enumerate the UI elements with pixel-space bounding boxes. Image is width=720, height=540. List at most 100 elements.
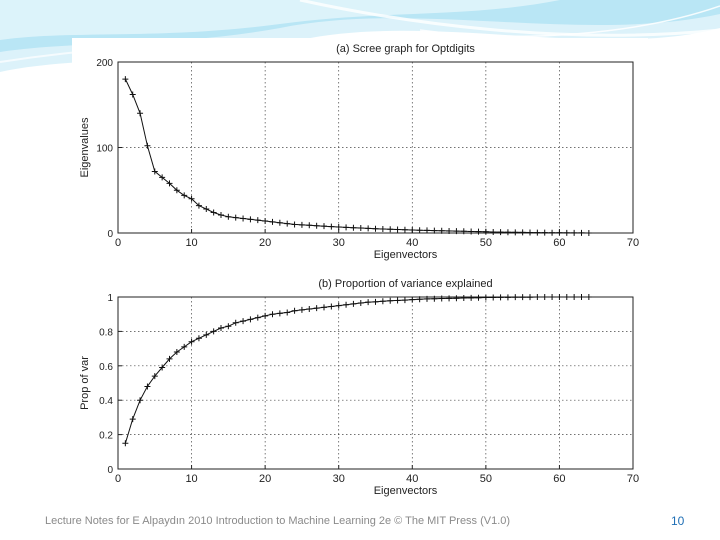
chart-b-series-line	[124, 296, 589, 444]
chart-a-data-point	[210, 209, 217, 216]
chart-b-xtick-label: 50	[480, 473, 492, 485]
chart-b-data-point	[416, 296, 423, 303]
chart-b-xtick-label: 40	[406, 473, 418, 485]
chart-a-data-point	[519, 229, 526, 236]
chart-b-ytick-label: 0.2	[99, 431, 113, 442]
chart-a-data-point	[527, 229, 533, 236]
chart-a-data-point	[394, 226, 401, 233]
chart-b-data-point	[424, 295, 430, 302]
chart-b-ytick-label: 0	[107, 465, 113, 476]
chart-b-data-point	[379, 298, 386, 305]
chart-a-data-point	[578, 229, 585, 236]
chart-b-title: (b) Proportion of variance explained	[318, 278, 492, 290]
chart-b-data-point	[232, 319, 239, 326]
chart-a-data-point	[446, 227, 453, 234]
chart-b-data-point	[527, 294, 533, 301]
chart-a-data-point	[291, 221, 298, 228]
chart-a-data-point	[247, 216, 254, 223]
chart-a-data-point	[225, 213, 232, 220]
chart-a-data-point	[350, 224, 357, 231]
chart-b-data-point	[306, 306, 313, 313]
chart-a-ytick-label: 200	[96, 58, 113, 69]
chart-b-axes-frame	[117, 296, 634, 470]
chart-b-xtick-label: 20	[259, 473, 271, 485]
chart-a-data-point	[321, 223, 327, 230]
chart-b-data-point	[335, 302, 342, 309]
chart-a-data-point	[365, 225, 372, 232]
chart-a-data-point	[534, 229, 541, 236]
chart-b-data-point	[475, 294, 482, 301]
chart-b-data-point	[203, 331, 210, 338]
chart-b-data-point	[482, 294, 489, 301]
chart-b-data-point	[431, 295, 438, 302]
chart-b-data-point	[534, 294, 541, 300]
chart-b-xtick-label: 30	[333, 473, 345, 485]
chart-b-data-point	[541, 294, 548, 300]
chart-a-data-point	[453, 228, 460, 235]
chart-a-data-point	[122, 76, 129, 83]
chart-b-data-point	[387, 297, 394, 304]
chart-b-data-point	[563, 294, 570, 300]
chart-b-data-point	[343, 301, 350, 308]
chart-b-xtick-label: 0	[115, 473, 121, 485]
chart-a-xtick-label: 10	[185, 237, 197, 249]
chart-a-xlabel: Eigenvectors	[374, 249, 438, 261]
chart-b-data-point	[262, 312, 269, 319]
chart-b-data-point	[240, 318, 247, 325]
chart-a-data-point	[306, 222, 313, 229]
chart-a-data-point	[482, 228, 489, 235]
chart-a-xtick-label: 40	[406, 237, 418, 249]
chart-b-data-point	[247, 316, 254, 323]
chart-b-data-point	[446, 295, 453, 302]
chart-a-data-point	[298, 221, 305, 228]
chart-a-data-point	[387, 226, 394, 233]
chart-a-data-point	[159, 174, 166, 181]
chart-b-data-point	[195, 335, 202, 342]
chart-b-data-point	[328, 303, 335, 310]
chart-b-data-point	[188, 338, 195, 345]
chart-a-data-point	[357, 225, 364, 232]
chart-b-xtick-label: 10	[185, 473, 197, 485]
chart-b-data-point	[460, 295, 467, 302]
chart-b-data-point	[254, 314, 261, 321]
figure-panel: 0 10 20 30 40 50 60 70 0 100 200 (a) Scree graph fo…	[72, 38, 648, 500]
chart-a-data-point	[490, 228, 497, 235]
chart-a-data-point	[431, 227, 438, 234]
chart-b-data-point	[284, 309, 291, 316]
chart-a-data-point	[475, 228, 482, 235]
chart-b-data-point	[151, 373, 158, 380]
chart-a-data-point	[188, 195, 195, 202]
chart-a-data-point	[401, 226, 408, 233]
chart-a-data-point	[541, 229, 548, 236]
chart-a-xtick-label: 70	[627, 237, 639, 249]
chart-a-data-point	[254, 217, 261, 224]
chart-b-data-point	[218, 324, 224, 331]
chart-a-data-point	[284, 220, 291, 227]
chart-b-data-point	[468, 294, 475, 301]
chart-a-ytick-label: 0	[107, 229, 113, 240]
chart-b-data-point	[571, 294, 578, 300]
chart-a-ytick-label: 100	[96, 144, 113, 155]
chart-b-ytick-label: 0.6	[99, 362, 113, 373]
chart-a-data-point	[144, 142, 151, 149]
chart-b-ylabel: Prop of var	[79, 356, 91, 410]
chart-b-data-point	[372, 298, 379, 305]
chart-b-data-point	[512, 294, 519, 301]
chart-a-data-point	[504, 229, 511, 236]
chart-b-data-point	[225, 323, 232, 330]
chart-b-data-point	[321, 304, 327, 311]
chart-a-data-point	[424, 227, 430, 234]
chart-a-data-point	[343, 224, 350, 231]
chart-a-data-point	[129, 91, 136, 98]
chart-b-xtick-label: 60	[553, 473, 565, 485]
chart-b-ytick-label: 0.8	[99, 327, 113, 338]
chart-a-data-point	[585, 229, 592, 236]
chart-b-data-point	[357, 300, 364, 307]
chart-a-ylabel: Eigenvalues	[79, 117, 91, 177]
chart-b-data-point	[166, 355, 173, 362]
chart-b-data-point	[394, 297, 401, 304]
footer-note: Lecture Notes for E Alpaydın 2010 Introd…	[45, 515, 511, 527]
chart-a-data-point	[468, 228, 475, 235]
chart-b-data-point	[401, 297, 408, 304]
chart-a-data-point	[218, 212, 224, 219]
